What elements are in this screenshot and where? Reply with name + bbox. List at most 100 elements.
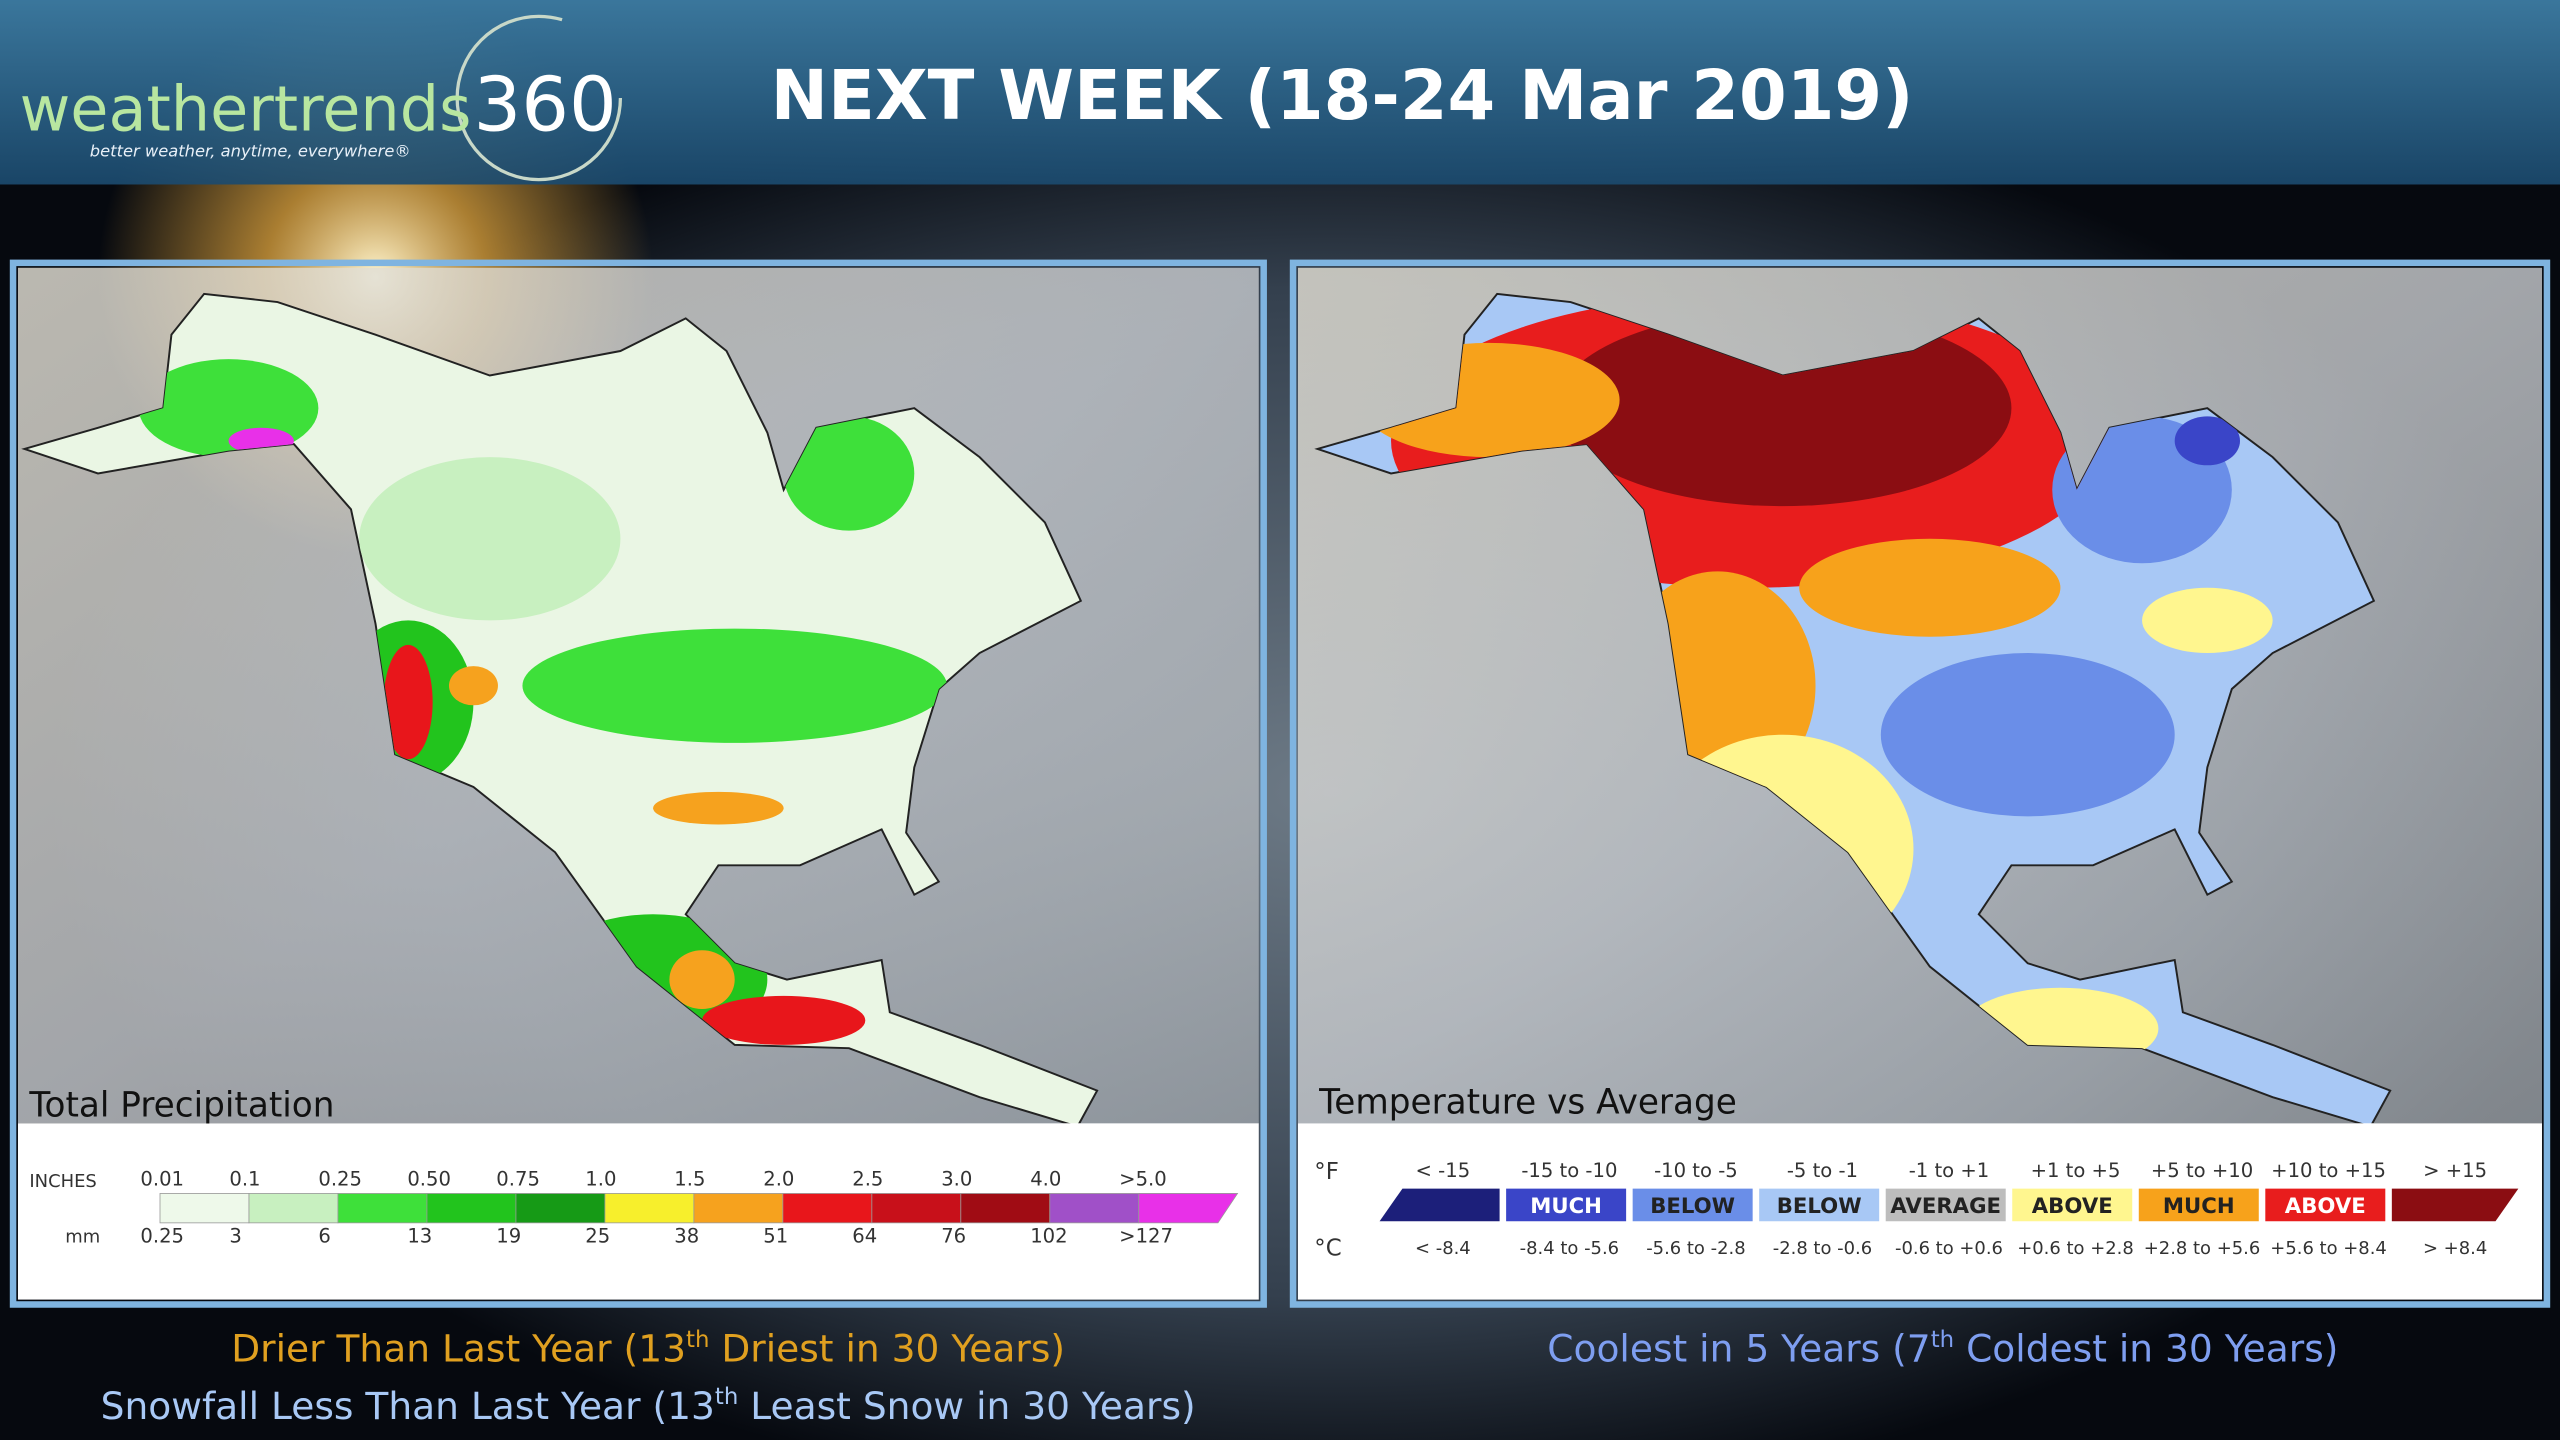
panel-border [9,259,1267,1308]
legend-swatch [2391,1188,2519,1222]
footer-text: Drier Than Last Year (13 [231,1327,686,1371]
legend-label: 2.5 [852,1167,883,1190]
footer-line: Drier Than Last Year (13th Driest in 30 … [231,1327,1065,1371]
legend-label: -10 to -5 [1654,1159,1738,1182]
footer-text: Coldest in 30 Years) [1954,1327,2338,1371]
legend-label: 76 [941,1224,966,1247]
legend-swatch [515,1193,606,1224]
legend-swatch [871,1193,962,1224]
legend-label: -5.6 to -2.8 [1646,1238,1745,1259]
legend-tag: MUCH [1530,1194,1602,1219]
legend-tag: BELOW [1777,1194,1862,1219]
legend-tag: ABOVE [2032,1194,2113,1219]
legend-label: +10 to +15 [2271,1159,2386,1182]
legend-swatch [248,1193,339,1224]
logo-text: weathertrends [20,73,472,146]
legend-swatch [159,1193,250,1224]
legend-label: >127 [1119,1224,1173,1247]
legend-unit: °C [1314,1236,1341,1262]
legend-label: +2.8 to +5.6 [2144,1238,2261,1259]
legend-label: 0.25 [140,1224,184,1247]
legend-label: 0.01 [140,1167,184,1190]
legend-label: 102 [1030,1224,1067,1247]
legend-label: 0.50 [407,1167,451,1190]
legend-label: 64 [852,1224,877,1247]
legend-tag: MUCH [2163,1194,2235,1219]
logo-number: 360 [473,61,616,149]
legend-swatch [1885,1188,2006,1222]
footer-text: Least Snow in 30 Years) [738,1384,1195,1428]
legend-label: 3 [229,1224,241,1247]
legend-label: 38 [674,1224,699,1247]
legend-swatch [960,1193,1051,1224]
legend-label: 25 [585,1224,610,1247]
logo-ring [455,14,623,182]
legend-label: 3.0 [941,1167,972,1190]
legend-unit: °F [1314,1159,1339,1185]
legend-label: 51 [763,1224,788,1247]
legend-label: 2.0 [763,1167,794,1190]
footer: Drier Than Last Year (13th Driest in 30 … [101,1327,2339,1428]
legend-label: 13 [407,1224,432,1247]
superscript: th [715,1384,738,1410]
footer-text: Coolest in 5 Years (7 [1547,1327,1930,1371]
legend-swatch [1759,1188,1880,1222]
legend-label: -1 to +1 [1909,1159,1989,1182]
footer-line: Snowfall Less Than Last Year (13th Least… [101,1384,1196,1428]
precipitation-panel: Total Precipitation INCHES mm 0.01 0.25 0.… [9,259,1267,1308]
legend-label: 6 [318,1224,330,1247]
superscript: th [1931,1327,1954,1353]
legend-swatch [426,1193,517,1224]
legend-label: 19 [496,1224,521,1247]
legend-label: > +8.4 [2423,1238,2487,1259]
legend-swatch [1379,1188,1500,1222]
legend-label: +5.6 to +8.4 [2270,1238,2387,1259]
header-bar [0,0,2560,185]
legend-label: +0.6 to +2.8 [2017,1238,2134,1259]
footer-line: Coolest in 5 Years (7th Coldest in 30 Ye… [1547,1327,2338,1371]
precip-patches [138,359,947,1045]
legend-label: 0.75 [496,1167,540,1190]
footer-text: Driest in 30 Years) [709,1327,1065,1371]
legend-label: -8.4 to -5.6 [1520,1238,1619,1259]
legend-label: < -15 [1416,1159,1471,1182]
legend-label: 4.0 [1030,1167,1061,1190]
legend-label: +5 to +10 [2151,1159,2253,1182]
legend-swatch [604,1193,695,1224]
legend-swatch [2265,1188,2386,1222]
legend-unit: INCHES [29,1171,96,1192]
panel-border [1289,259,2551,1308]
title: NEXT WEEK (18-24 Mar 2019) [771,56,1914,136]
legend-label: 1.0 [585,1167,616,1190]
legend-swatch [1049,1193,1140,1224]
legend-label: -15 to -10 [1521,1159,1617,1182]
legend-swatch [2012,1188,2133,1222]
legend-label: < -8.4 [1415,1238,1471,1259]
logo-tagline: better weather, anytime, everywhere® [90,142,411,161]
legend-tag: ABOVE [2285,1194,2366,1219]
footer-text: Snowfall Less Than Last Year (13 [101,1384,715,1428]
legend-label: 0.1 [229,1167,260,1190]
legend-label: 0.25 [318,1167,362,1190]
superscript: th [686,1327,709,1353]
legend-swatch [1632,1188,1753,1222]
legend-swatch [782,1193,873,1224]
legend-label: -5 to -1 [1787,1159,1858,1182]
legend-swatch [693,1193,784,1224]
legend-swatch [337,1193,428,1224]
legend-label: -2.8 to -0.6 [1773,1238,1872,1259]
temperature-panel: Temperature vs Average °F °C < -15 < -8.4… [1289,259,2551,1308]
panel-label: Temperature vs Average [1318,1082,1737,1122]
legend-label: -0.6 to +0.6 [1895,1238,2003,1259]
legend-swatch [1138,1193,1239,1224]
legend-label: > +15 [2423,1159,2487,1182]
legend-label: +1 to +5 [2031,1159,2121,1182]
legend-tag: AVERAGE [1890,1194,2001,1219]
legend-label: >5.0 [1119,1167,1167,1190]
panel-label: Total Precipitation [28,1086,334,1126]
legend-swatch [2138,1188,2259,1222]
legend-unit: mm [65,1226,100,1247]
legend-tag: BELOW [1650,1194,1735,1219]
